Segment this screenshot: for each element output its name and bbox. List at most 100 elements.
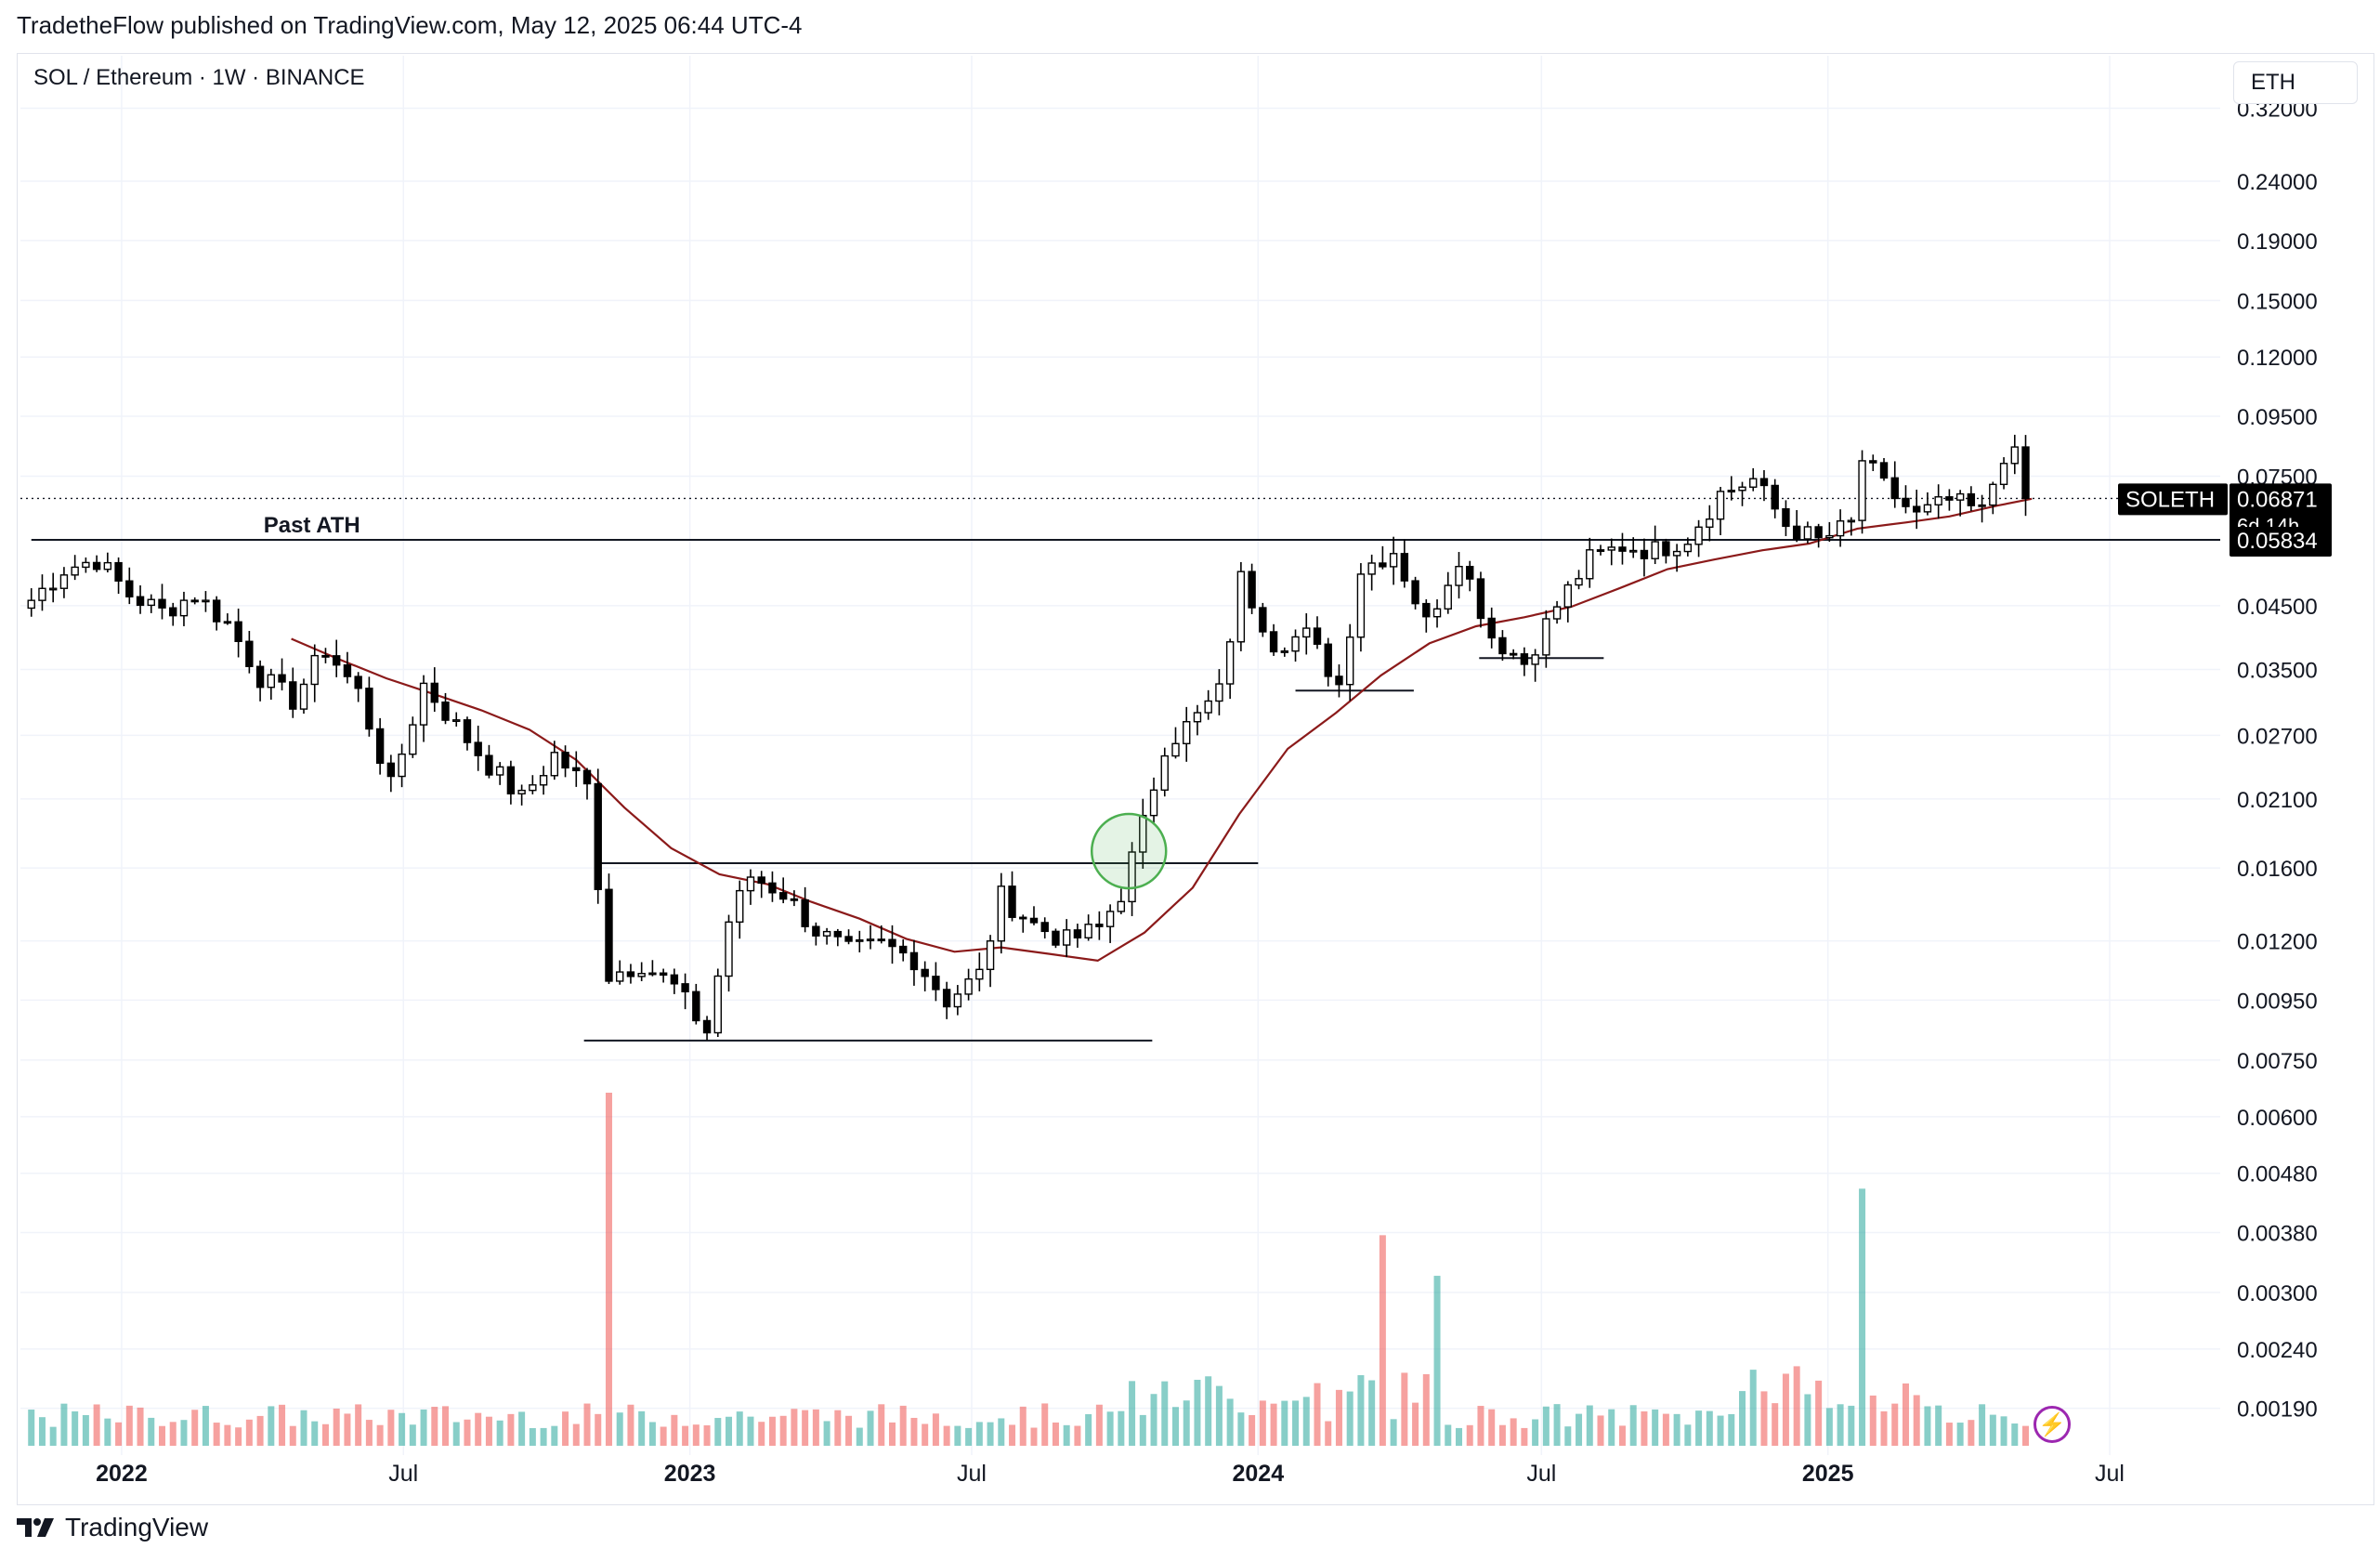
volume-bar <box>202 1406 209 1446</box>
candle <box>702 1016 712 1041</box>
volume-bar <box>104 1418 111 1446</box>
candle <box>550 741 559 780</box>
y-tick-label: 0.02700 <box>2237 724 2318 749</box>
candle <box>1978 494 1986 523</box>
volume-bar <box>1401 1372 1408 1446</box>
y-tick-label: 0.02100 <box>2237 788 2318 813</box>
currency-button[interactable]: ETH <box>2233 61 2358 104</box>
x-tick-label: 2025 <box>1802 1461 1854 1487</box>
volume-bar <box>387 1410 395 1446</box>
volume-bar <box>648 1422 656 1446</box>
candle-body <box>1782 507 1790 528</box>
candle <box>1738 481 1746 506</box>
candle-body <box>670 974 679 985</box>
volume-bar <box>1161 1381 1169 1446</box>
candle-body <box>2021 446 2030 500</box>
volume-bar <box>235 1427 242 1446</box>
candle <box>1999 457 2008 490</box>
candle <box>419 675 428 742</box>
candle-body <box>1531 654 1539 665</box>
candle <box>1040 917 1049 939</box>
candle <box>1575 570 1583 590</box>
candle-body <box>1771 484 1779 510</box>
volume-bar <box>115 1422 123 1446</box>
volume-bar <box>1041 1403 1049 1446</box>
candle-body <box>1923 504 1932 513</box>
candle-body <box>1171 742 1180 757</box>
candle <box>778 877 788 904</box>
volume-bar <box>726 1416 733 1446</box>
volume-bar <box>28 1410 35 1446</box>
volume-bar <box>1597 1415 1604 1446</box>
volume-bar <box>289 1425 296 1446</box>
candle <box>856 930 864 952</box>
volume-bar <box>1292 1400 1300 1446</box>
symbol-tag-text: SOLETH <box>2125 487 2215 512</box>
volume-bar <box>1815 1380 1823 1446</box>
candle-body <box>114 561 123 582</box>
candle-body <box>495 766 504 776</box>
y-tick-label: 0.01200 <box>2237 930 2318 955</box>
volume-bar <box>49 1426 57 1446</box>
bolt-icon[interactable]: ⚡ <box>2033 1406 2071 1443</box>
candle-body <box>1640 549 1649 559</box>
volume-bar <box>1510 1418 1517 1446</box>
candle-body <box>1607 546 1615 551</box>
candle-body <box>1204 700 1212 714</box>
candle <box>299 678 308 715</box>
candle-body <box>1945 496 1954 501</box>
volume-bar <box>605 1093 612 1446</box>
volume-bar <box>1063 1424 1070 1446</box>
volume-bar <box>496 1420 503 1446</box>
volume-bar <box>1445 1424 1452 1446</box>
volume-bar <box>1281 1400 1288 1446</box>
candle <box>1019 914 1027 933</box>
volume-bar <box>159 1425 166 1446</box>
volume-bar <box>137 1407 144 1446</box>
candle <box>964 968 973 1001</box>
candle-body <box>1422 602 1431 618</box>
candle-body <box>1596 549 1605 552</box>
candle-body <box>768 882 777 894</box>
candle-body <box>1683 544 1693 553</box>
candle-body <box>333 655 341 666</box>
candle <box>1291 629 1300 662</box>
volume-bar <box>1368 1380 1376 1446</box>
candle <box>1913 489 1921 530</box>
candle-body <box>375 728 385 765</box>
volume-bar <box>1956 1423 1964 1446</box>
volume-bar <box>1749 1370 1757 1446</box>
candle <box>1727 476 1735 501</box>
volume-bar <box>638 1410 646 1446</box>
candle-body <box>539 775 548 786</box>
volume-bar <box>856 1427 863 1446</box>
volume-bar <box>1576 1413 1583 1446</box>
symbol-tag-bg <box>2118 483 2228 516</box>
candle-body <box>1890 477 1899 500</box>
candle-body <box>909 951 919 971</box>
volume-bar <box>1586 1405 1593 1446</box>
volume-bar <box>507 1413 515 1446</box>
candle-body <box>681 983 689 993</box>
volume-bar <box>420 1409 427 1446</box>
candle <box>278 658 286 691</box>
candle-body <box>844 936 853 942</box>
candle-body <box>1455 565 1463 586</box>
candle <box>1618 532 1627 565</box>
candle-body <box>899 945 908 954</box>
candle-body <box>59 574 69 589</box>
candle <box>1706 505 1714 542</box>
candle-body <box>430 682 438 703</box>
volume-bar <box>1837 1404 1844 1446</box>
volume-bar <box>256 1415 264 1446</box>
volume-bar <box>1095 1404 1103 1446</box>
candle <box>1498 630 1507 662</box>
candle-body <box>1432 608 1442 618</box>
volume-bar <box>180 1420 188 1446</box>
volume-bar <box>878 1404 885 1446</box>
candle-body <box>1356 573 1366 638</box>
candle-body <box>1225 641 1235 685</box>
candle-body <box>1727 490 1735 492</box>
candle-body <box>1444 584 1452 610</box>
